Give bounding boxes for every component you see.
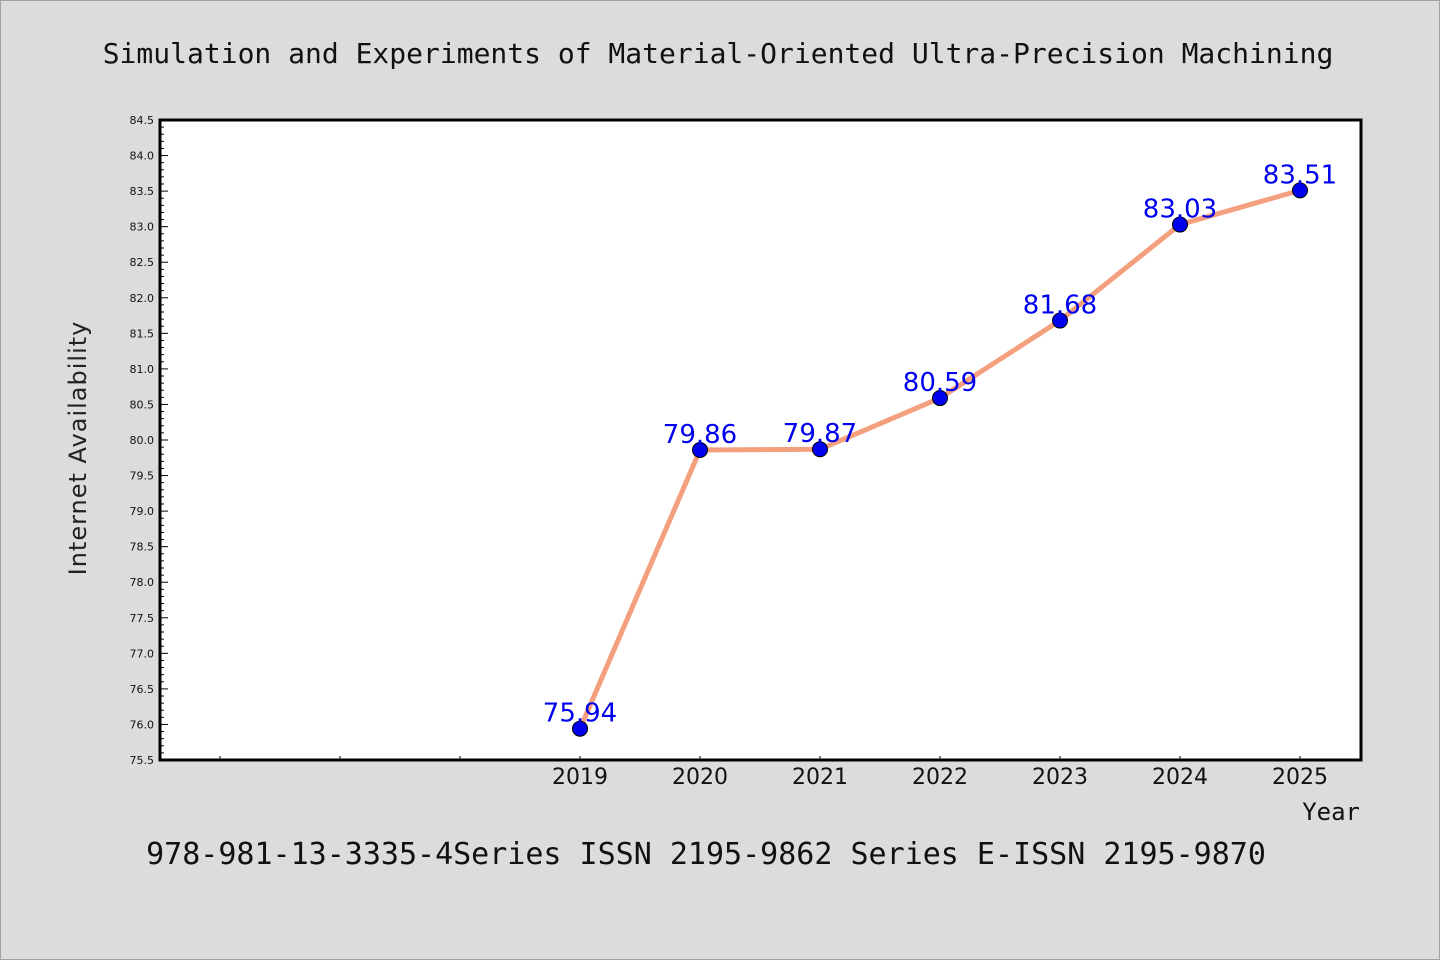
data-label: 79.86 [663,420,737,450]
plot-area [158,118,1363,762]
data-point [812,441,828,458]
data-label: 83.03 [1143,195,1217,225]
y-axis: 75.5 76.0 76.5 77.0 77.5 78.0 78.5 79.0 79.5 80.0… [130,114,168,767]
data-point [692,441,708,458]
x-axis: 2019 2020 2021 2022 2023 2024 2025 [219,756,1328,790]
x-tick-label: 2025 [1272,765,1328,790]
y-tick-label: 83.0 [130,221,155,234]
x-axis-label: Year [1302,798,1360,826]
y-tick-label: 84.0 [130,150,155,163]
data-label: 81.68 [1023,291,1097,321]
chart-title: Simulation and Experiments of Material-O… [103,37,1334,70]
x-tick-label: 2023 [1032,765,1088,790]
x-tick-label: 2021 [792,765,848,790]
y-tick-label: 76.5 [130,683,155,696]
data-point [572,720,588,737]
y-tick-label: 81.5 [130,327,155,340]
data-label: 75.94 [543,699,617,729]
data-point [932,390,948,407]
x-tick-label: 2019 [552,765,608,790]
y-tick-label: 77.5 [130,612,155,625]
data-label: 79.87 [783,419,857,449]
data-label: 80.59 [903,368,977,398]
footer-text: 978-981-13-3335-4Series ISSN 2195-9862 S… [146,837,1266,872]
data-label: 83.51 [1263,160,1337,190]
data-point [1172,216,1188,233]
y-tick-label: 79.5 [130,470,155,483]
x-tick-label: 2024 [1152,765,1208,790]
series-layer: 75.94 79.86 79.87 80.59 81.68 83.03 83.51 [543,160,1337,737]
x-tick-label: 2022 [912,765,968,790]
y-tick-label: 82.5 [130,256,155,269]
y-tick-label: 80.0 [130,434,155,447]
y-tick-label: 84.5 [130,114,155,127]
y-tick-label: 82.0 [130,292,155,305]
y-tick-label: 83.5 [130,185,155,198]
y-tick-label: 78.0 [130,576,155,589]
y-axis-label: Internet Availability [64,321,92,576]
y-tick-label: 78.5 [130,541,155,554]
data-point [1292,182,1308,199]
y-tick-label: 81.0 [130,363,155,376]
y-tick-label: 79.0 [130,505,155,518]
y-tick-label: 80.5 [130,398,155,411]
y-tick-label: 76.0 [130,718,155,731]
x-tick-label: 2020 [672,765,728,790]
data-point [1052,312,1068,329]
y-tick-label: 77.0 [130,647,155,660]
y-tick-label: 75.5 [130,754,155,767]
